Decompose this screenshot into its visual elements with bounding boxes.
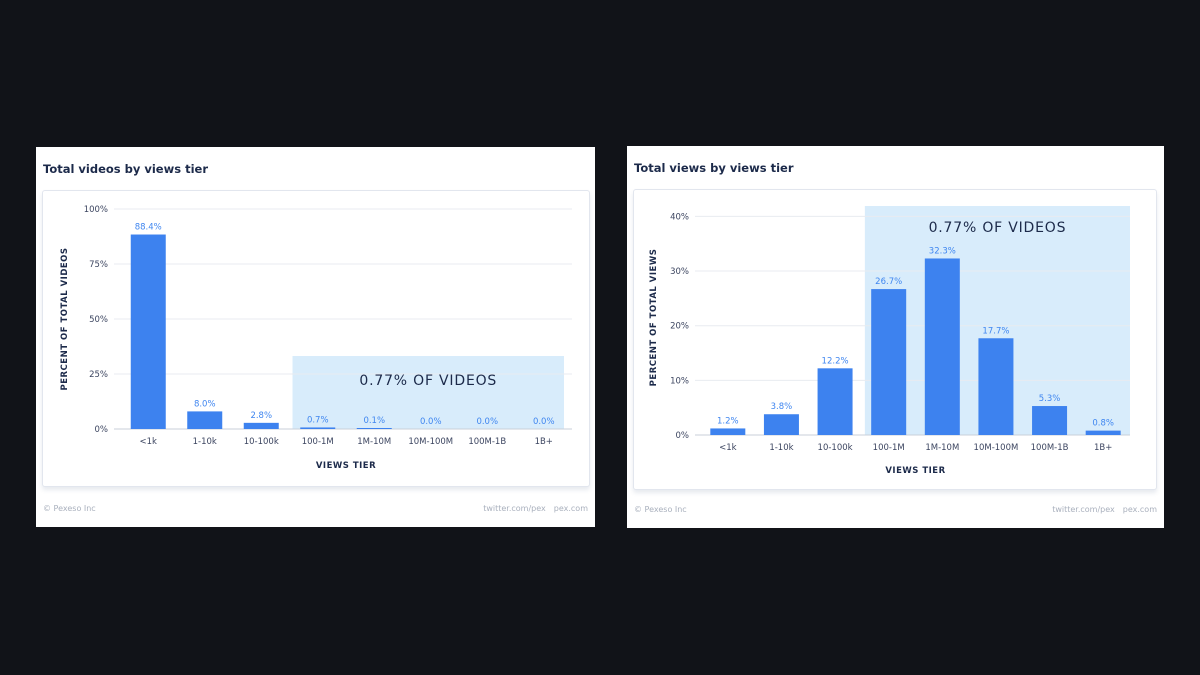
site-link[interactable]: pex.com xyxy=(1122,505,1157,514)
data-label: 17.7% xyxy=(982,326,1009,336)
y-axis-title: PERCENT OF TOTAL VIEWS xyxy=(649,249,659,387)
x-tick-label: <1k xyxy=(719,443,737,453)
x-tick-label: 100-1M xyxy=(873,443,905,453)
highlight-annotation: 0.77% OF VIDEOS xyxy=(359,373,497,389)
bar xyxy=(1032,406,1068,435)
copyright-text: © Pexeso Inc xyxy=(634,505,687,514)
bar xyxy=(871,289,907,435)
bar xyxy=(130,234,166,429)
data-label: 0.7% xyxy=(307,415,329,425)
bar-chart-videos: 0.77% OF VIDEOS 0% 25% 50% 75% 100% 88.4% <1k 8.… xyxy=(60,205,572,471)
y-tick-label: 25% xyxy=(89,370,108,380)
chart-panel-videos: Total videos by views tier 0.77% OF VIDE… xyxy=(36,147,595,527)
y-tick-label: 10% xyxy=(670,376,689,386)
chart-title: Total videos by views tier xyxy=(43,162,208,176)
x-tick-label: 1-10k xyxy=(193,437,217,447)
x-tick-label: 100M-1B xyxy=(468,437,506,447)
bar xyxy=(356,428,392,429)
data-label: 5.3% xyxy=(1039,394,1061,404)
y-tick-label: 75% xyxy=(89,260,108,270)
data-label: 2.8% xyxy=(250,411,272,421)
bar xyxy=(300,427,336,429)
x-axis-title: VIEWS TIER xyxy=(885,466,945,476)
x-axis-title: VIEWS TIER xyxy=(316,461,376,471)
chart-card: 0.77% OF VIDEOS 0% 25% 50% 75% 100% 88.4% <1k 8.… xyxy=(42,190,590,487)
y-tick-label: 0% xyxy=(676,431,690,441)
bar xyxy=(817,368,853,435)
x-tick-label: 10M-100M xyxy=(408,437,453,447)
data-label: 8.0% xyxy=(194,399,216,409)
x-tick-label: 10M-100M xyxy=(974,443,1019,453)
chart-card: 0.77% OF VIDEOS 0% 10% 20% 30% 40% 1.2% <1k 3.8%… xyxy=(633,189,1157,490)
footer-links: twitter.com/pex pex.com xyxy=(475,504,588,513)
data-label: 0.0% xyxy=(476,417,498,427)
x-tick-label: 100M-1B xyxy=(1031,443,1069,453)
data-label: 0.1% xyxy=(363,416,385,426)
y-tick-label: 100% xyxy=(84,205,108,215)
bar xyxy=(763,414,799,435)
chart-panel-views: Total views by views tier 0.77% OF VIDEO… xyxy=(627,146,1164,528)
x-tick-label: 1B+ xyxy=(535,437,553,447)
highlight-region xyxy=(292,356,564,429)
data-label: 88.4% xyxy=(135,223,162,233)
y-tick-label: 20% xyxy=(670,322,689,332)
twitter-link[interactable]: twitter.com/pex xyxy=(1052,505,1115,514)
site-link[interactable]: pex.com xyxy=(553,504,588,513)
bar xyxy=(924,258,960,435)
x-tick-label: 10-100k xyxy=(818,443,853,453)
data-label: 0.8% xyxy=(1092,419,1114,429)
data-label: 26.7% xyxy=(875,277,902,287)
bar xyxy=(978,338,1014,435)
y-tick-label: 30% xyxy=(670,267,689,277)
x-tick-label: <1k xyxy=(140,437,158,447)
data-label: 32.3% xyxy=(929,246,956,256)
bar xyxy=(1085,430,1121,435)
x-tick-label: 1M-10M xyxy=(925,443,959,453)
bar xyxy=(710,428,746,435)
y-tick-label: 0% xyxy=(95,425,109,435)
x-tick-label: 1M-10M xyxy=(357,437,391,447)
twitter-link[interactable]: twitter.com/pex xyxy=(483,504,546,513)
data-label: 1.2% xyxy=(717,416,739,426)
data-label: 3.8% xyxy=(771,402,793,412)
bar-chart-views: 0.77% OF VIDEOS 0% 10% 20% 30% 40% 1.2% <1k 3.8%… xyxy=(649,206,1130,476)
x-tick-label: 1B+ xyxy=(1094,443,1112,453)
copyright-text: © Pexeso Inc xyxy=(43,504,96,513)
bar xyxy=(243,422,279,429)
x-tick-label: 10-100k xyxy=(244,437,279,447)
data-label: 12.2% xyxy=(822,356,849,366)
data-label: 0.0% xyxy=(533,417,555,427)
y-axis-title: PERCENT OF TOTAL VIDEOS xyxy=(60,247,70,390)
highlight-annotation: 0.77% OF VIDEOS xyxy=(929,220,1067,236)
y-tick-label: 40% xyxy=(670,212,689,222)
chart-title: Total views by views tier xyxy=(634,161,794,175)
footer-links: twitter.com/pex pex.com xyxy=(1044,505,1157,514)
x-tick-label: 100-1M xyxy=(302,437,334,447)
data-label: 0.0% xyxy=(420,417,442,427)
bar xyxy=(187,411,223,429)
y-tick-label: 50% xyxy=(89,315,108,325)
x-tick-label: 1-10k xyxy=(769,443,793,453)
